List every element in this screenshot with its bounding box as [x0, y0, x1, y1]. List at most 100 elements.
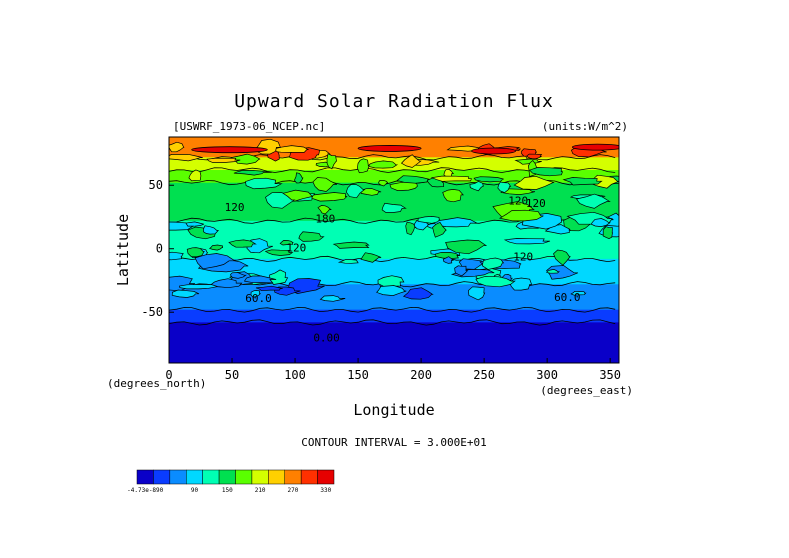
contour-patch [312, 177, 338, 192]
contour-label: 120 [513, 250, 533, 263]
colorbar-swatch [202, 469, 220, 485]
colorbar-swatch [136, 469, 154, 485]
contour-patch [298, 231, 325, 242]
colorbar-swatch [235, 469, 253, 485]
contour-patch [245, 177, 283, 190]
y-unit-label: (degrees_north) [107, 377, 206, 390]
contour-patch [255, 285, 283, 292]
units-label: (units:W/m^2) [542, 120, 628, 133]
contour-patch [264, 249, 294, 256]
contour-patch [367, 160, 399, 169]
contour-patch [319, 295, 346, 302]
colorbar-swatch [186, 469, 203, 485]
y-tick-label: -50 [141, 305, 163, 319]
contour-patch [311, 192, 348, 202]
contour-patch [497, 181, 512, 194]
contour-patch [169, 251, 184, 261]
x-tick-label: 150 [347, 368, 369, 382]
x-axis-ticks: 0 50 100 150 200 250 300 350 [165, 358, 621, 382]
x-tick-label: 50 [225, 368, 239, 382]
contour-patch [210, 278, 243, 289]
contour-patch [445, 239, 488, 255]
contour-patch [442, 256, 454, 264]
colorbar-swatch [284, 469, 302, 485]
contour-patch [332, 241, 370, 249]
contour-patch [265, 192, 296, 209]
contour-patch [405, 221, 416, 236]
contour-band [169, 246, 619, 260]
contour-band [169, 296, 619, 311]
contour-patch [481, 257, 505, 270]
contour-patch [203, 225, 220, 235]
contour-patch [169, 275, 196, 292]
contour-patch [526, 153, 543, 160]
contour-band [169, 309, 619, 323]
x-tick-label: 0 [165, 368, 172, 382]
contour-patch [230, 272, 247, 279]
contour-patch [230, 153, 261, 165]
contour-patch [279, 240, 294, 246]
contour-patch [571, 143, 619, 151]
y-axis-ticks: 50 0 -50 [141, 178, 174, 319]
contour-patch [503, 238, 551, 245]
contour-patch [471, 147, 517, 155]
colorbar-tick-label: -4.73e-890 [127, 487, 164, 494]
colorbar-tick-label: 330 [320, 487, 331, 494]
contour-patch [546, 265, 579, 280]
contour-patch [243, 275, 277, 284]
contour-patch [570, 290, 587, 296]
colorbar-swatch [268, 469, 286, 485]
colorbar-swatch [169, 469, 187, 485]
contour-patch [432, 221, 447, 238]
contour-label: 60.0 [554, 291, 581, 304]
x-axis-label: Longitude [353, 401, 434, 419]
colorbar-tick-label: 150 [222, 487, 233, 494]
y-axis-label: Latitude [114, 214, 132, 286]
contour-patch [186, 247, 205, 258]
contour-patch [529, 167, 563, 177]
contour-band [169, 220, 619, 235]
contour-patch [378, 179, 389, 187]
contour-patch [376, 285, 407, 296]
contour-patch [513, 175, 555, 190]
contour-patch [396, 175, 430, 184]
contour-band [169, 170, 619, 184]
contour-patch [357, 145, 422, 152]
contour-patch [171, 289, 200, 298]
contour-interval-label: CONTOUR INTERVAL = 3.000E+01 [301, 436, 486, 449]
contour-patch [590, 218, 611, 227]
dataset-label: [USWRF_1973-06_NCEP.nc] [173, 120, 325, 133]
contour-patch [509, 277, 533, 291]
contour-patch [576, 193, 611, 209]
colorbar-swatch [218, 469, 236, 485]
contour-patch [498, 209, 544, 222]
contour-patch [206, 157, 241, 163]
contour-patch [562, 177, 603, 186]
x-tick-label: 350 [599, 368, 621, 382]
contour-band [169, 337, 619, 363]
contour-band [169, 147, 619, 158]
x-tick-label: 300 [536, 368, 558, 382]
contour-patch [287, 278, 325, 294]
contour-patch [602, 226, 613, 239]
contour-patch [317, 205, 332, 215]
contour-patch [293, 172, 304, 184]
contour-patch [337, 259, 359, 264]
contour-line [169, 255, 616, 263]
plot-frame [168, 136, 620, 364]
contour-patch [400, 154, 422, 168]
contour-line [169, 319, 616, 326]
contour-patch [326, 153, 338, 170]
contour-patch [442, 189, 464, 203]
y-tick-label: 50 [149, 178, 163, 192]
contour-label: 120 [286, 241, 306, 254]
contour-patch [169, 141, 185, 153]
x-tick-label: 100 [284, 368, 306, 382]
contour-patch [417, 216, 441, 224]
contour-patch [434, 251, 461, 260]
contour-patch [233, 170, 272, 176]
contour-patch [357, 158, 370, 174]
contour-patch [360, 252, 382, 263]
